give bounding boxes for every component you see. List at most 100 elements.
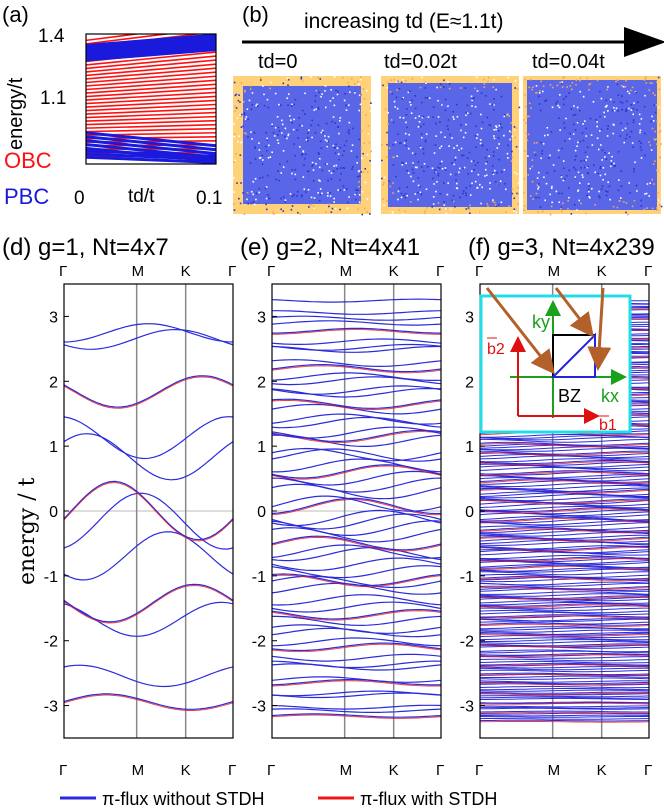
density-dot (580, 167, 582, 169)
density-dot (311, 161, 314, 164)
density-dot (386, 143, 388, 146)
density-dot (640, 118, 643, 120)
density-dot (327, 179, 329, 182)
density-dot (639, 129, 642, 132)
band-line-blue (64, 416, 233, 460)
density-dot (564, 139, 566, 142)
density-dot (280, 172, 283, 174)
kx-label: kx (601, 386, 619, 406)
density-dot (359, 186, 361, 189)
density-dot (537, 171, 540, 174)
density-dot (422, 115, 425, 118)
density-dot (243, 113, 246, 116)
band-line-blue (272, 624, 441, 634)
obc-level-line (86, 51, 216, 66)
y-tick-label: 2 (257, 374, 266, 391)
density-dot (414, 95, 417, 97)
band-line-red (272, 714, 441, 719)
obc-level-line (86, 59, 216, 73)
density-dot (417, 177, 420, 179)
band-line-blue (480, 447, 649, 452)
band-line-blue (480, 650, 649, 654)
band-line-red (64, 376, 233, 409)
density-dot (432, 116, 434, 118)
band-line-blue (480, 638, 649, 642)
density-dot (640, 149, 643, 151)
density-dot (527, 155, 529, 157)
density-dot (507, 157, 509, 159)
density-dot (282, 150, 285, 152)
density-dot (513, 208, 516, 210)
density-dot (659, 204, 661, 207)
density-dot (410, 104, 412, 106)
density-dot (399, 142, 401, 144)
density-dot (385, 156, 388, 158)
density-dot (466, 157, 469, 160)
band-line-blue (480, 665, 649, 669)
density-dot (582, 123, 584, 125)
density-dot (252, 201, 255, 203)
density-dot (363, 97, 366, 100)
density-dot (606, 104, 608, 107)
density-dot (654, 94, 656, 96)
density-dot (287, 93, 290, 95)
band-line-blue (480, 476, 649, 482)
density-dot (407, 147, 410, 150)
density-dot (389, 91, 392, 93)
density-dot (517, 203, 519, 205)
density-dot (417, 126, 420, 128)
b2-label: b2 (487, 341, 505, 358)
y-tick-label: 2 (465, 374, 474, 391)
band-line-blue (480, 450, 649, 455)
density-dot (618, 179, 620, 181)
density-dot (267, 194, 269, 196)
legend: π-flux without STDH π-flux with STDH (60, 789, 497, 809)
density-dot (567, 200, 569, 202)
density-dot (625, 202, 628, 204)
band-line-blue (480, 643, 649, 647)
density-dot (362, 152, 364, 155)
density-dot (498, 143, 500, 145)
density-dot (250, 131, 252, 133)
y-tick-label: 1 (49, 439, 58, 456)
density-dot (382, 183, 384, 186)
pbc-level-line (86, 135, 216, 152)
density-dot (339, 179, 341, 181)
density-dot (345, 104, 347, 107)
density-dot (523, 177, 526, 180)
band-line-blue (480, 591, 649, 595)
ky-label: ky (532, 312, 550, 332)
density-dot (326, 195, 329, 197)
density-dot (462, 190, 465, 192)
band-line-blue (272, 704, 441, 710)
density-dot (314, 95, 317, 97)
density-dot (488, 76, 490, 79)
density-dot (286, 160, 289, 163)
density-dot (396, 107, 399, 110)
density-dot (293, 193, 295, 196)
density-dot (252, 193, 255, 196)
band-line-red (480, 443, 649, 447)
band-line-red (480, 596, 649, 601)
density-dot (563, 98, 565, 101)
density-dot (274, 135, 276, 137)
density-dot (654, 139, 656, 141)
density-map-core (243, 86, 361, 204)
density-dot (408, 133, 410, 136)
k-label-top: M (548, 263, 561, 280)
density-dot (496, 147, 499, 149)
band-line-blue (480, 607, 649, 611)
density-dot (330, 178, 333, 180)
density-dot (640, 157, 643, 159)
density-dot (549, 193, 551, 196)
density-dot (659, 130, 662, 132)
band-line-blue (480, 545, 649, 551)
density-dot (452, 116, 455, 118)
density-dot (355, 156, 358, 158)
density-dot (392, 192, 394, 194)
density-dot (588, 196, 591, 198)
density-dot (541, 210, 544, 213)
density-dot (640, 199, 642, 202)
density-dot (603, 111, 605, 114)
